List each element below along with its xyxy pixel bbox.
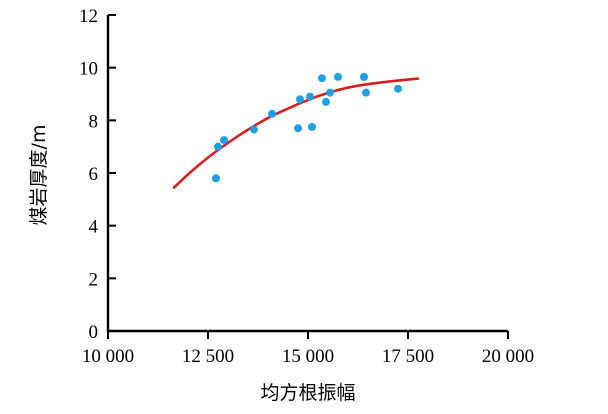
scatter-point [250,125,258,134]
scatter-point [212,174,220,183]
scatter-point [294,124,302,133]
scatter-point [394,84,402,93]
scatter-point [306,92,314,101]
y-tick-label: 8 [89,111,99,132]
x-tick-label: 20 000 [482,346,534,367]
scatter-point [318,74,326,83]
scatter-point [296,95,304,104]
x-tick-label: 17 500 [382,346,434,367]
y-tick-label: 6 [89,164,99,185]
scatter-point [220,136,228,145]
y-ticks: 0 2 4 6 8 10 12 [79,6,116,343]
scatter-point [360,72,368,81]
scatter-point [268,109,276,118]
axes [106,15,508,333]
y-tick-label: 0 [89,322,99,343]
y-tick-label: 10 [79,59,98,80]
x-ticks: 10 000 12 500 15 000 17 500 20 000 [82,331,534,367]
scatter-point [308,122,316,131]
fit-curve [172,77,420,189]
x-tick-label: 12 500 [182,346,234,367]
y-tick-label: 2 [89,269,99,290]
y-tick-label: 4 [89,217,99,238]
scatter-point [322,97,330,106]
x-tick-label: 10 000 [82,346,134,367]
fit-curve-layer [172,77,420,189]
y-tick-label: 12 [79,6,98,27]
scatter-point [326,88,334,97]
scatter-point [334,72,342,81]
scatter-point [362,88,370,97]
scatter-points-layer [212,72,402,183]
x-tick-label: 15 000 [282,346,334,367]
y-axis-title: 煤岩厚度/m [28,125,50,226]
scatter-point [214,142,222,151]
x-axis-title: 均方根振幅 [260,382,355,404]
